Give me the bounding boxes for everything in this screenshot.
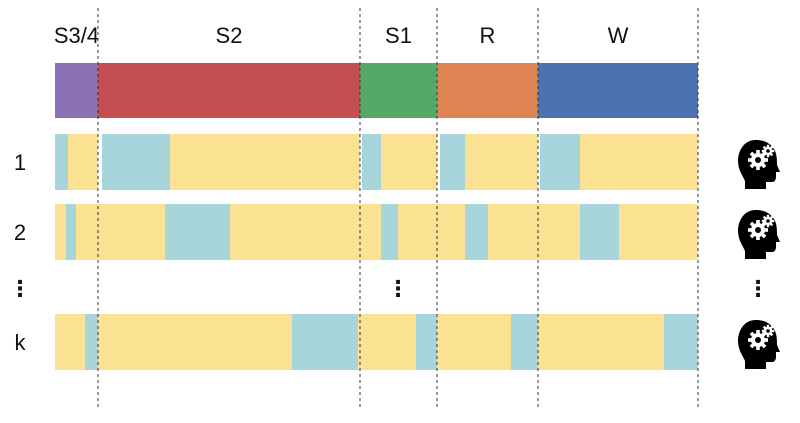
stage-headers: S3/4 S2 S1 R W (54, 23, 629, 48)
attended-segment (98, 314, 292, 370)
attended-segment (538, 204, 580, 260)
head-with-gears-icon (738, 320, 780, 369)
attended-segment (538, 314, 664, 370)
unattended-segment (292, 314, 358, 370)
row-label: 1 (14, 150, 26, 175)
unattended-segment (580, 204, 619, 260)
unattended-segment (85, 314, 98, 370)
attended-segment (360, 204, 381, 260)
unattended-segment (440, 134, 465, 190)
annotator-row-2: 2 (14, 204, 780, 260)
stage-label-r: R (480, 23, 496, 48)
unattended-segment (540, 134, 580, 190)
vertical-ellipsis: ⋮ (747, 277, 769, 302)
unattended-segment (465, 204, 488, 260)
stage-bar-s3-4 (55, 63, 98, 118)
attended-segment (170, 134, 360, 190)
stage-bar-s1 (360, 63, 437, 118)
stage-bars (55, 63, 698, 118)
attended-segment (381, 134, 437, 190)
unattended-segment (381, 204, 398, 260)
row-label: k (15, 330, 27, 355)
attended-segment (68, 134, 98, 190)
attended-segment (358, 314, 416, 370)
attended-segment (76, 204, 98, 260)
vertical-ellipsis: ⋮ (387, 277, 409, 302)
stage-label-s2: S2 (216, 23, 243, 48)
attended-segment (580, 134, 698, 190)
stage-label-w: W (608, 23, 629, 48)
unattended-segment (664, 314, 698, 370)
row-label: 2 (14, 220, 26, 245)
unattended-segment (362, 134, 381, 190)
stage-bar-s2 (98, 63, 360, 118)
attended-segment (437, 204, 465, 260)
attended-segment (437, 314, 511, 370)
annotator-row-1: 1 (14, 134, 780, 190)
annotator-row-k: k (15, 314, 780, 370)
unattended-segment (66, 204, 76, 260)
stage-bar-r (437, 63, 538, 118)
head-with-gears-icon (738, 210, 780, 259)
attended-segment (398, 204, 437, 260)
head-with-gears-icon (738, 140, 780, 189)
attended-segment (55, 314, 85, 370)
attended-segment (55, 204, 66, 260)
attended-segment (230, 204, 360, 260)
stage-label-s3-4: S3/4 (54, 23, 99, 48)
attended-segment (488, 204, 538, 260)
unattended-segment (416, 314, 437, 370)
stage-dividers (97, 8, 699, 408)
stage-label-s1: S1 (385, 23, 412, 48)
unattended-segment (55, 134, 68, 190)
attended-segment (98, 204, 165, 260)
unattended-segment (102, 134, 170, 190)
stage-bar-w (538, 63, 698, 118)
vertical-ellipsis: ⋮ (9, 277, 31, 302)
unattended-segment (165, 204, 230, 260)
ellipsis-marks: ⋮ ⋮ ⋮ (9, 277, 769, 302)
attended-segment (465, 134, 538, 190)
annotator-rows: 1 2 k (14, 134, 780, 370)
attended-segment (619, 204, 698, 260)
unattended-segment (511, 314, 538, 370)
